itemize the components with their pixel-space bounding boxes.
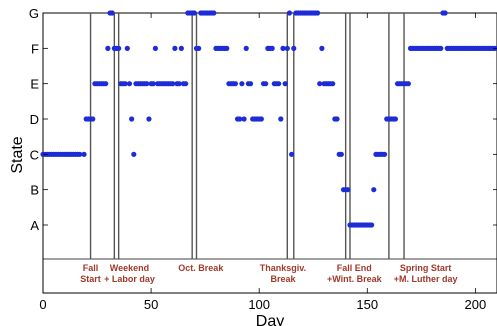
data-point [126, 81, 133, 87]
data-point [258, 116, 264, 122]
data-point [232, 81, 239, 87]
data-point [105, 45, 111, 51]
data-point [269, 45, 275, 51]
data-point [442, 10, 448, 16]
y-tick-label-B: B [30, 183, 39, 198]
x-tick-label-0: 0 [39, 297, 46, 312]
data-point [314, 10, 321, 16]
data-point [286, 10, 293, 16]
event-label-4-line-0: Fall End [337, 263, 372, 273]
event-label-1-line-1: + Labor day [104, 274, 155, 284]
data-point [170, 81, 176, 87]
event-label-5-line-0: Spring Start [400, 263, 452, 273]
data-point [241, 116, 247, 122]
data-points-layer [40, 10, 497, 228]
y-tick-label-G: G [29, 6, 39, 21]
data-point [103, 81, 109, 87]
data-point [282, 81, 288, 87]
data-point [146, 116, 152, 122]
event-label-0-line-0: Fall [83, 263, 99, 273]
data-point [369, 222, 375, 228]
data-point [172, 45, 178, 51]
data-point [345, 187, 351, 193]
event-label-2-line-0: Oct. Break [178, 263, 224, 273]
x-tick-label-3: 150 [356, 297, 378, 312]
ticks-layer: 0 50 100 150 200 A B C D E F G [29, 6, 497, 312]
data-point [334, 116, 340, 122]
y-tick-label-D: D [30, 112, 39, 127]
data-point [330, 81, 336, 87]
data-point [129, 116, 135, 122]
data-point [381, 151, 388, 157]
data-point [438, 45, 444, 51]
data-point [144, 81, 150, 87]
data-point [183, 81, 189, 87]
y-tick-label-E: E [30, 77, 39, 92]
event-label-3-line-1: Break [270, 274, 296, 284]
data-point [276, 81, 282, 87]
data-point [280, 45, 286, 51]
data-point [178, 45, 184, 51]
event-lines-layer [89, 13, 405, 259]
data-point [319, 45, 325, 51]
event-label-1-line-0: Weekend [110, 263, 149, 273]
event-label-0-line-1: Start [80, 274, 101, 284]
data-point [243, 45, 249, 51]
x-tick-label-2: 100 [248, 297, 270, 312]
data-point [90, 116, 96, 122]
data-point [371, 187, 377, 193]
plot-area [42, 12, 497, 294]
data-point [247, 81, 254, 87]
y-axis-title: State [9, 136, 26, 173]
data-point [122, 81, 128, 87]
x-tick-label-1: 50 [144, 297, 158, 312]
data-point [116, 45, 122, 51]
data-point [176, 81, 182, 87]
data-point [191, 10, 197, 16]
data-point [278, 116, 284, 122]
data-point [81, 151, 87, 157]
event-label-5-line-1: +M. Luther day [394, 274, 458, 284]
data-point [284, 45, 290, 51]
data-point [224, 45, 230, 51]
data-point [150, 81, 156, 87]
y-tick-label-C: C [30, 147, 39, 162]
data-point [124, 45, 130, 51]
x-axis-title: Day [256, 313, 284, 326]
data-point [392, 116, 398, 122]
data-point [237, 116, 243, 122]
data-point [317, 81, 323, 87]
data-point [131, 151, 137, 157]
data-point [152, 45, 159, 51]
data-point [405, 81, 411, 87]
data-point [211, 10, 217, 16]
data-point [239, 81, 245, 87]
y-tick-label-A: A [30, 218, 39, 233]
event-label-4-line-1: +Wint. Break [327, 274, 383, 284]
event-label-3-line-0: Thanksgiv. [260, 263, 306, 273]
axes-frame [42, 12, 497, 294]
data-point [291, 45, 297, 51]
y-tick-label-F: F [31, 41, 39, 56]
data-point [263, 81, 269, 87]
x-tick-label-4: 200 [465, 297, 487, 312]
data-point [77, 151, 83, 157]
data-point [338, 151, 344, 157]
data-point [289, 151, 295, 157]
data-point [109, 10, 115, 16]
data-point [196, 45, 202, 51]
